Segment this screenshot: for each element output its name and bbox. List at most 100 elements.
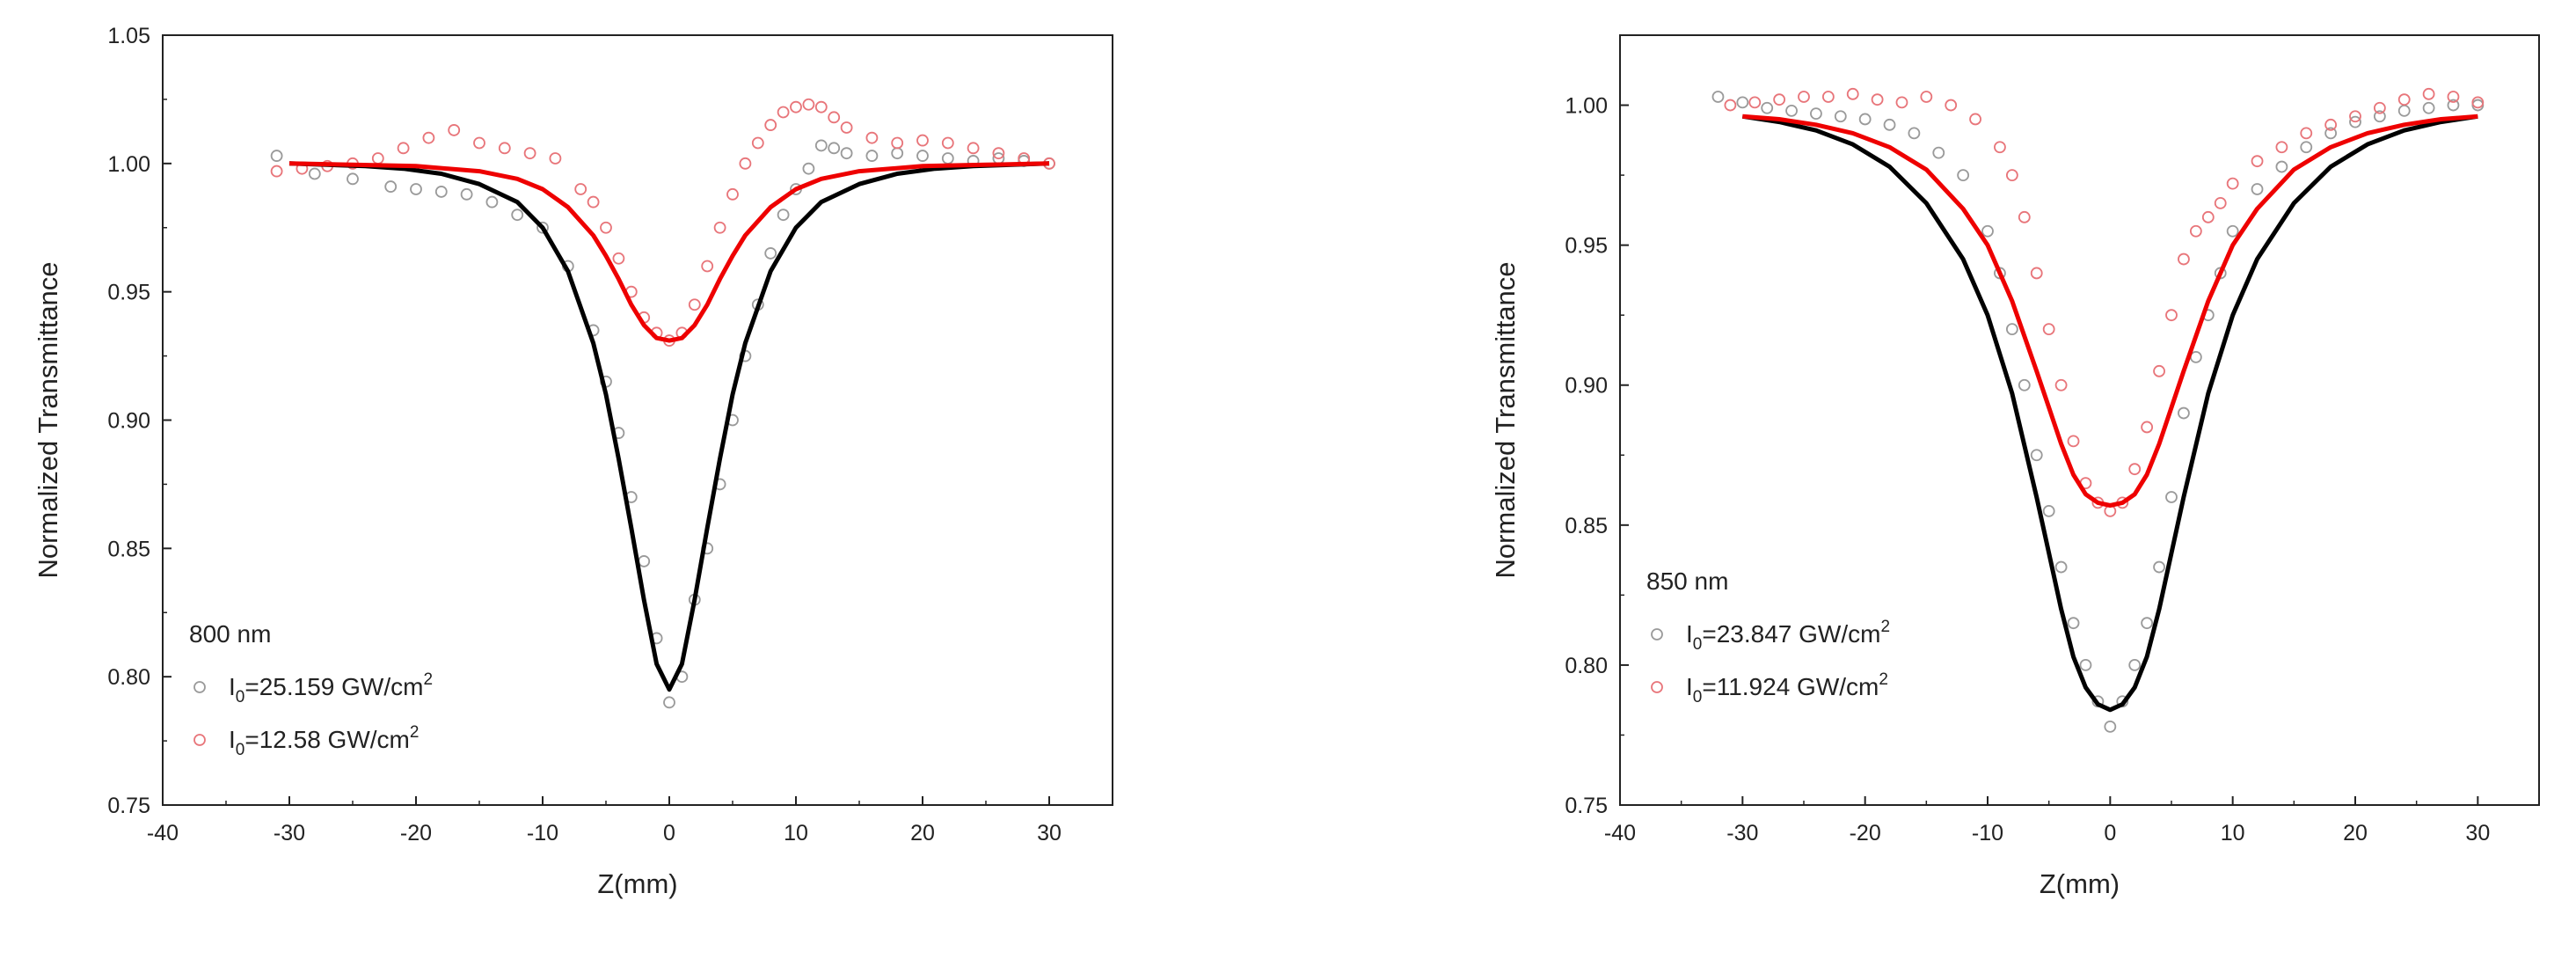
legend-main-text: I [229,673,236,700]
data-point [2067,435,2080,448]
data-point [891,147,904,160]
data-point [777,106,790,119]
data-point [713,221,726,234]
data-point [828,142,841,155]
data-point [473,136,485,150]
data-point [2300,127,2313,140]
data-point [2373,101,2386,114]
y-tick-label: 0.90 [107,409,150,434]
data-point [2005,169,2018,181]
data-point [2104,721,2117,733]
data-point [600,221,612,234]
data-point [1834,110,1847,123]
data-point [1994,141,2006,154]
data-point [308,167,321,180]
legend-entry: I0=11.924 GW/cm2 [1686,670,1888,706]
data-point [992,147,1005,160]
data-point [1846,87,1859,100]
y-tick-label: 0.95 [107,281,150,305]
data-point [814,100,828,113]
data-point [460,187,473,201]
data-point [2397,105,2411,117]
legend-sup-text: 2 [410,723,420,742]
data-point [2300,141,2313,154]
data-point [2030,267,2043,280]
data-point [536,221,549,234]
data-point [2128,463,2142,476]
data-point [1798,91,1810,103]
data-point [2153,560,2165,574]
x-tick-label: 20 [910,821,935,846]
y-tick-label: 0.85 [1565,514,1608,538]
data-point [2397,93,2411,106]
data-point [1945,99,1958,112]
x-tick-label: 10 [784,821,808,846]
data-point [1821,91,1835,103]
data-point [2214,197,2227,209]
data-point [2349,110,2361,123]
data-point [764,119,777,131]
x-axis-title: Z(mm) [597,868,677,899]
data-point [397,142,410,155]
data-point [549,152,562,165]
data-point [777,209,790,222]
data-point [2141,421,2154,434]
legend-mid-text: =23.847 GW/cm [1702,620,1880,648]
data-point [916,134,929,147]
data-point [523,147,536,160]
data-point [2054,378,2068,392]
y-tick-label: 1.05 [107,24,150,48]
y-axis-title: Normalized Transmittance [33,261,63,578]
legend-mid-text: =25.159 GW/cm [244,673,423,700]
y-tick-label: 0.85 [107,537,150,561]
data-point [2447,91,2460,103]
x-tick-label: 0 [663,821,675,846]
data-point [1773,93,1786,106]
data-point [802,162,815,175]
data-point [2349,115,2361,128]
data-point [2422,87,2435,100]
y-tick-label: 0.75 [107,794,150,818]
fit-curve [1741,113,2478,713]
data-point [1908,127,1921,140]
legend-entry: I0=23.847 GW/cm2 [1686,618,1890,654]
x-tick-label: 0 [2104,821,2116,846]
data-point [967,142,980,155]
data-point [2018,378,2031,392]
data-point [2079,659,2092,671]
x-tick-label: -30 [1726,821,1758,846]
data-point [1711,91,1725,103]
data-point [384,180,398,193]
data-point [270,165,283,178]
data-point [663,696,675,709]
data-point [891,136,904,150]
data-point [764,247,777,260]
chart-800nm: -40 -30 -20 -10 0 10 20 300.750.800.850.900.951… [33,24,1113,899]
x-tick-label: -10 [1972,821,2003,846]
legend-main-text: I [229,726,236,753]
data-point [1858,113,1872,126]
data-point [2067,617,2080,630]
legend-main-text: I [1686,620,1693,648]
data-point [1957,169,1970,181]
data-point [1932,146,1945,159]
plot-frame [1619,34,2540,806]
data-point [2178,253,2190,266]
data-point [2128,659,2142,671]
x-tick-label: -40 [1604,821,1636,846]
data-point [511,209,524,222]
data-point [485,195,499,209]
legend-marker [1651,628,1663,641]
data-point [434,186,448,198]
fit-curve [1742,113,2478,508]
data-point [1969,113,1981,126]
legend-marker [1651,681,1663,693]
data-point [2189,351,2202,363]
data-point [941,152,954,165]
data-point [587,195,600,209]
data-point [371,152,384,165]
legend-sub-text: 0 [236,688,245,706]
data-point [865,150,879,162]
legend-entry: I0=25.159 GW/cm2 [229,670,433,706]
